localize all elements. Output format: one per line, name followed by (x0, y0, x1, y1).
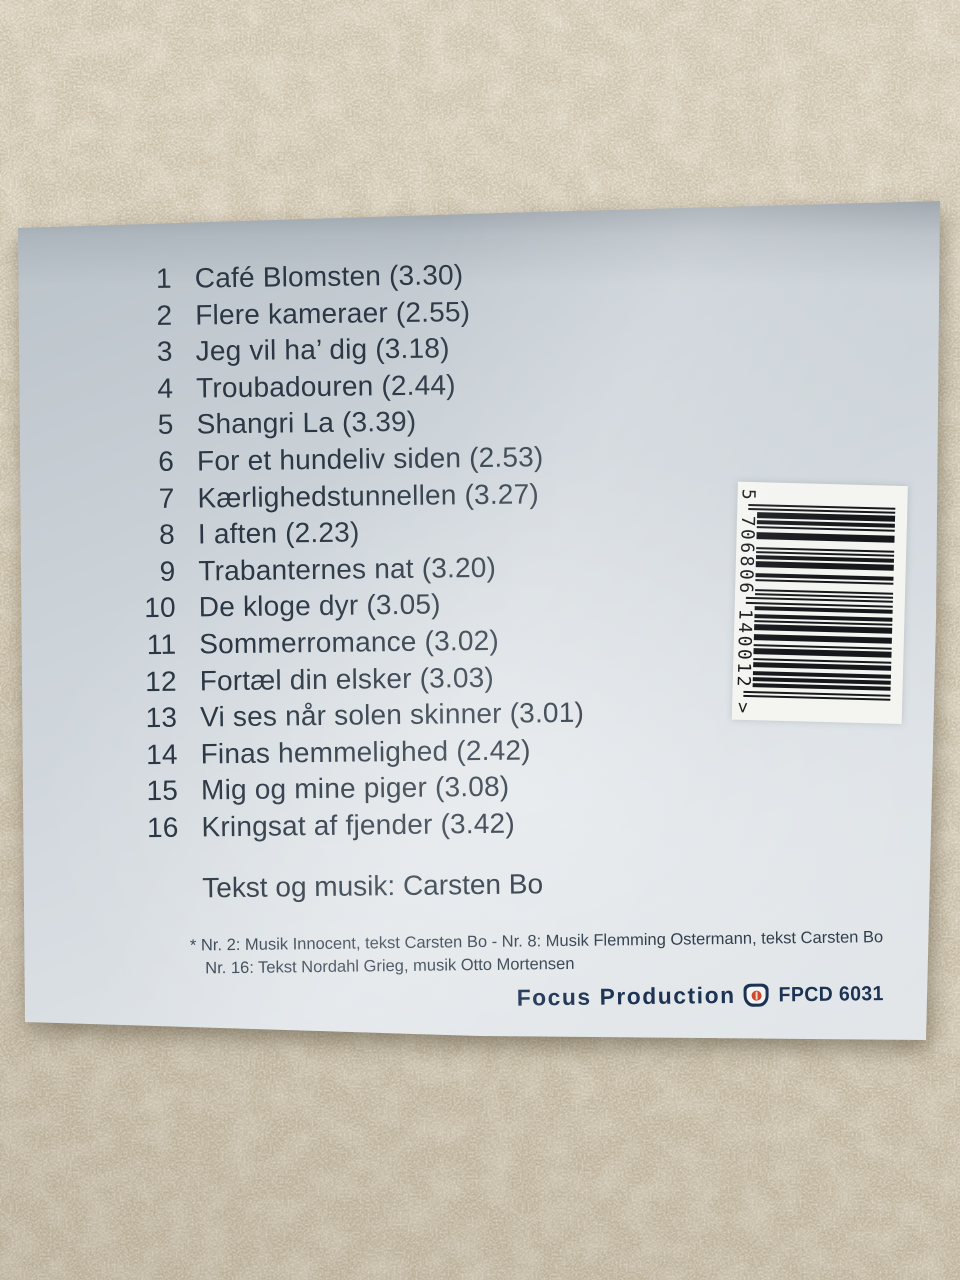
track-number: 6 (158, 445, 175, 477)
tracklist: 1 Café Blomsten (3.30) 2 Flere kameraer (2.… (135, 256, 586, 847)
barcode-bar (743, 694, 891, 701)
barcode-bar (748, 508, 896, 514)
track-title: Flere kameraer (2.55) (195, 295, 471, 331)
barcode-bar (743, 690, 891, 697)
track-row: 3 Jeg vil ha’ dig (3.18) (135, 329, 579, 371)
barcode-bar (753, 648, 892, 659)
barcode-bar (756, 526, 895, 533)
track-title: Kærlighedstunnellen (3.27) (197, 477, 540, 514)
barcode-bar (755, 589, 894, 596)
track-title: Mig og mine piger (3.08) (200, 770, 510, 806)
footnote-line-2: Nr. 16: Tekst Nordahl Grieg, musik Otto … (205, 954, 575, 978)
barcode-bar (755, 554, 895, 563)
track-title: Shangri La (3.39) (196, 406, 417, 440)
track-row: 12 Fortæl din elsker (3.03) (140, 658, 584, 700)
barcode-bar (754, 613, 893, 622)
track-number: 14 (145, 738, 178, 770)
barcode-digits: 5 706806 140012 > (731, 488, 759, 716)
track-row: 9 Trabanternes nat (3.20) (138, 548, 582, 590)
barcode-bar (754, 619, 893, 626)
track-row: 5 Shangri La (3.39) (136, 402, 580, 444)
track-title: Trabanternes nat (3.20) (198, 551, 497, 587)
barcode-bar (755, 561, 894, 571)
track-number: 7 (158, 482, 175, 514)
logo-inner-shield (746, 986, 766, 1004)
barcode-bar (754, 605, 893, 614)
track-title: For et hundeliv siden (2.53) (196, 441, 544, 477)
barcode-bar (753, 634, 892, 644)
barcode-bar (756, 532, 895, 543)
track-number: 11 (146, 628, 177, 661)
barcode-bar (755, 579, 894, 585)
barcode-bar (753, 644, 892, 650)
track-title: Troubadouren (2.44) (195, 369, 456, 404)
barcode-bar (752, 682, 891, 691)
track-row: 13 Vi ses når solen skinner (3.01) (140, 695, 584, 737)
track-row: 1 Café Blomsten (3.30) (135, 256, 579, 298)
barcode-bar (754, 623, 893, 634)
track-number: 12 (144, 665, 177, 697)
track-title: Jeg vil ha’ dig (3.18) (195, 332, 450, 367)
barcode-bar (752, 670, 891, 679)
track-title: Fortæl din elsker (3.03) (199, 661, 495, 696)
track-row: 2 Flere kameraer (2.55) (135, 292, 579, 334)
track-number: 5 (157, 409, 174, 441)
track-row: 4 Troubadouren (2.44) (136, 366, 580, 408)
track-number: 9 (159, 555, 176, 587)
track-row: 6 For et hundeliv siden (2.53) (137, 439, 581, 481)
footnote-line-1: * Nr. 2: Musik Innocent, tekst Carsten B… (189, 928, 884, 955)
barcode-bar (756, 520, 895, 529)
track-row: 16 Kringsat af fjender (3.42) (141, 805, 585, 847)
track-row: 14 Finas hemmelighed (2.42) (140, 731, 584, 773)
logo-red-dot (751, 990, 762, 1001)
track-title: De kloge dyr (3.05) (198, 588, 441, 623)
barcode-bar (745, 597, 893, 604)
catalog-number: FPCD 6031 (778, 981, 885, 1006)
track-row: 11 Sommerromance (3.02) (139, 622, 583, 664)
barcode-bar (756, 550, 895, 557)
track-title: I aften (2.23) (197, 516, 360, 550)
track-number: 1 (155, 262, 172, 294)
barcode-bar (745, 601, 893, 608)
credit-line: Tekst og musik: Carsten Bo (202, 868, 544, 904)
barcode-bar (753, 662, 892, 671)
track-title: Vi ses når solen skinner (3.01) (199, 696, 585, 733)
track-title: Sommerromance (3.02) (199, 624, 500, 660)
publisher-row: Focus Production FPCD 6031 (515, 980, 889, 1012)
barcode-bar (756, 546, 895, 553)
track-number: 10 (144, 592, 177, 624)
barcode-bar (753, 658, 892, 665)
track-title: Finas hemmelighed (2.42) (200, 734, 531, 770)
track-number: 13 (145, 701, 178, 734)
barcode-bar (754, 593, 893, 600)
track-number: 15 (146, 775, 179, 807)
track-number: 2 (156, 299, 173, 331)
barcode-bar (748, 503, 896, 510)
track-number: 16 (146, 811, 179, 843)
track-row: 10 De kloge dyr (3.05) (139, 585, 583, 627)
barcode-bar (757, 512, 896, 523)
track-row: 8 I aften (2.23) (138, 512, 582, 554)
track-number: 4 (157, 372, 174, 404)
barcode-bar (755, 573, 894, 581)
track-row: 15 Mig og mine piger (3.08) (141, 768, 585, 810)
track-number: 3 (156, 335, 173, 368)
barcode-label: 5 706806 140012 > (731, 481, 908, 725)
barcode-bar (752, 676, 891, 685)
track-number: 8 (158, 518, 176, 551)
track-title: Café Blomsten (3.30) (194, 259, 464, 294)
track-row: 7 Kærlighedstunnellen (3.27) (137, 475, 581, 517)
publisher-name: Focus Production (516, 981, 736, 1011)
barcode-bars (743, 503, 896, 701)
track-title: Kringsat af fjender (3.42) (201, 807, 516, 843)
focus-production-logo-icon (743, 983, 769, 1007)
